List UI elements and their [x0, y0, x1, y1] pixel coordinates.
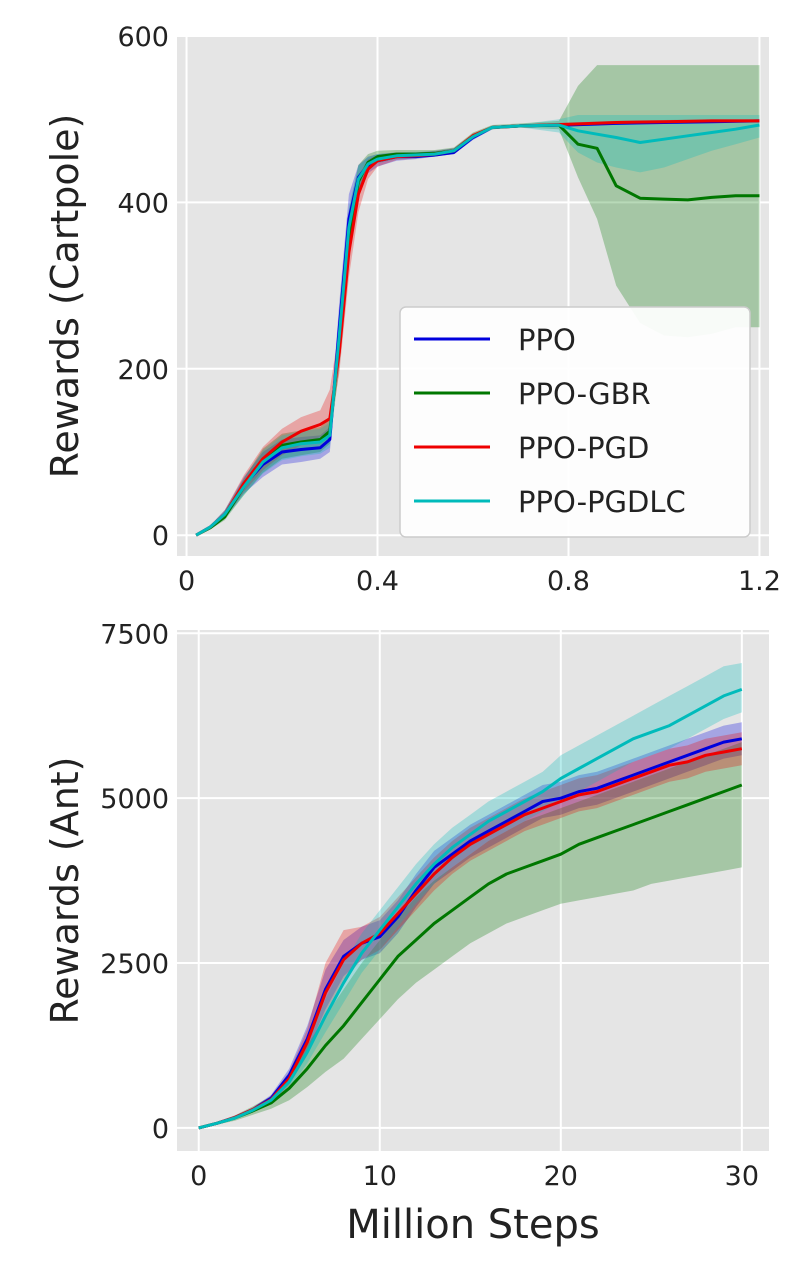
- x-tick-label: 1.2: [738, 566, 781, 597]
- legend-label-ppo-pgdlc: PPO-PGDLC: [518, 485, 686, 519]
- plot-area: [177, 630, 769, 1151]
- series-group: [198, 663, 743, 1130]
- y-tick-label: 0: [152, 1114, 169, 1145]
- x-tick-label: 0.8: [547, 566, 590, 597]
- ant-panel: 0 10 20 30 0 2500 5000 7500 Rewards (Ant): [43, 619, 769, 1192]
- legend-label-ppo: PPO: [518, 323, 576, 357]
- line-ppo-gbr: [198, 783, 743, 1130]
- legend-box: [399, 306, 751, 538]
- band-ppo-gbr: [198, 742, 742, 1128]
- y-tick-label: 0: [152, 521, 169, 552]
- y-tick-label: 600: [117, 22, 169, 53]
- y-tick-label: 5000: [100, 784, 169, 815]
- band-ppo-pgdlc: [198, 663, 742, 1128]
- legend-label-ppo-gbr: PPO-GBR: [518, 377, 651, 411]
- legend-label-ppo-pgd: PPO-PGD: [518, 431, 649, 465]
- x-tick-label: 0: [190, 1161, 207, 1192]
- y-tick-label: 7500: [100, 619, 169, 650]
- x-tick-label: 10: [363, 1161, 397, 1192]
- series-group: [195, 65, 760, 537]
- x-tick-label: 30: [725, 1161, 759, 1192]
- x-tick-label: 0.4: [356, 566, 399, 597]
- line-ppo-pgdlc: [195, 123, 760, 537]
- band-ppo-gbr: [196, 65, 760, 536]
- band-ppo-pgd: [198, 732, 742, 1128]
- legend: PPO PPO-GBR PPO-PGD PPO-PGDLC: [399, 306, 751, 538]
- x-tick-label: 20: [544, 1161, 578, 1192]
- cartpole-panel: 0 0.4 0.8 1.2 0 200 400 600 Rewards (Cartpole) PP…: [43, 22, 781, 597]
- y-tick-label: 2500: [100, 949, 169, 980]
- x-tick-label: 0: [178, 566, 195, 597]
- y-tick-label: 200: [117, 355, 169, 386]
- line-ppo-pgdlc: [198, 687, 743, 1130]
- y-tick-label: 400: [117, 188, 169, 219]
- line-ppo-pgd: [198, 747, 743, 1130]
- y-axis-label: Rewards (Ant): [43, 756, 87, 1024]
- x-axis-label: Million Steps: [346, 1202, 599, 1248]
- y-axis-label: Rewards (Cartpole): [43, 114, 87, 479]
